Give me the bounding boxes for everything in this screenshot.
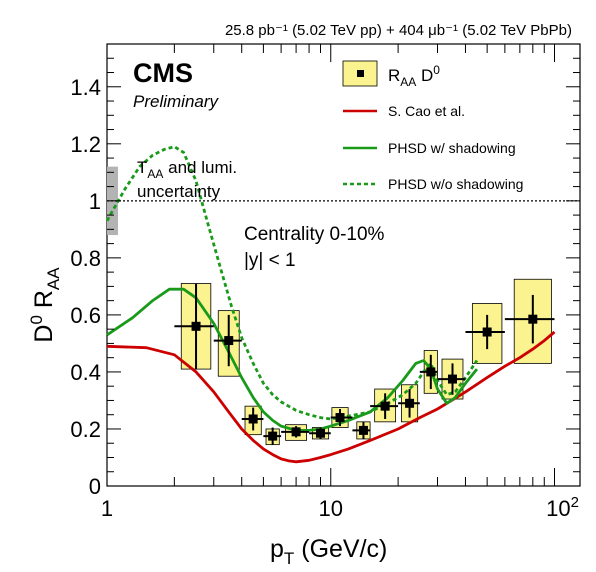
data-point: [426, 367, 436, 377]
data-point: [248, 414, 258, 424]
y-tick-label: 1.2: [70, 132, 101, 157]
y-tick-label: 0.4: [70, 360, 101, 385]
legend-label-data: RAA D0: [388, 63, 440, 89]
curve-s-cao-et-al-: [106, 330, 556, 464]
status-label: Preliminary: [133, 92, 220, 111]
data-point: [191, 321, 201, 331]
y-tick-label: 1: [89, 189, 101, 214]
curve-phsd-w-shadowing: [106, 287, 478, 432]
y-tick-label: 0: [89, 474, 101, 499]
x-tick-label: 102: [546, 494, 579, 521]
data-point: [358, 425, 368, 435]
legend: RAA D0 S. Cao et al. PHSD w/ shadowing P…: [342, 60, 523, 192]
legend-label-phsd-shadow: PHSD w/ shadowing: [388, 140, 516, 156]
plot-frame: [106, 43, 581, 487]
data-point: [335, 413, 345, 423]
axis-ticks: 0 0.2 0.4 0.6 0.8 1 1.2 1.4 1 10 102: [70, 44, 580, 521]
data-point: [482, 327, 492, 337]
curve-phsd-w-o-shadowing: [105, 145, 479, 421]
data-point: [528, 314, 538, 324]
data-point: [316, 428, 326, 438]
annotation-rapidity: |y| < 1: [244, 250, 296, 271]
legend-label-phsd-noshadow: PHSD w/o shadowing: [388, 176, 523, 192]
legend-label-cao: S. Cao et al.: [388, 103, 465, 119]
systematic-boxes: [180, 278, 552, 446]
data-point: [447, 374, 457, 384]
data-point: [224, 336, 234, 346]
data-point: [380, 401, 390, 411]
y-tick-label: 0.8: [70, 246, 101, 271]
y-tick-label: 0.2: [70, 417, 101, 442]
plot-area-border: [106, 43, 581, 487]
x-tick-label: 10: [319, 496, 343, 521]
data-point: [291, 427, 301, 437]
header-luminosity: 25.8 pb⁻¹ (5.02 TeV pp) + 404 μb⁻¹ (5.02…: [225, 22, 572, 39]
legend-marker-point: [357, 70, 364, 77]
data-point: [405, 398, 415, 408]
data-points: [174, 283, 555, 445]
uncertainty-label-line1: TAA and lumi.: [137, 158, 237, 181]
annotation-centrality: Centrality 0-10%: [244, 224, 385, 245]
experiment-label: CMS: [133, 58, 193, 88]
y-axis-title: D0 RAA: [27, 267, 63, 343]
x-axis-title: pT (GeV/c): [270, 535, 387, 568]
data-point: [268, 431, 278, 441]
y-tick-label: 1.4: [70, 75, 101, 100]
y-tick-label: 0.6: [70, 303, 101, 328]
uncertainty-label-line2: uncertainty: [137, 182, 221, 201]
x-tick-label: 1: [101, 496, 113, 521]
